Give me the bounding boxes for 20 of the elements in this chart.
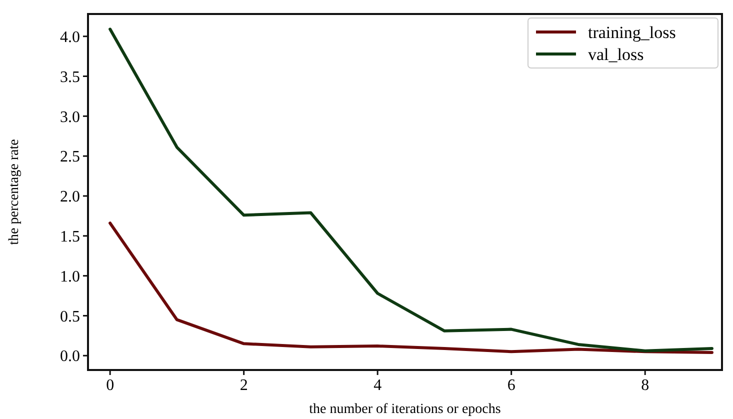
line-series — [108, 28, 714, 352]
x-tick-label: 2 — [240, 377, 248, 394]
y-tick-label: 0.0 — [60, 348, 80, 366]
x-tick-label: 8 — [641, 377, 650, 394]
y-tick-label: 1.5 — [60, 228, 80, 246]
y-tick-label: 0.5 — [60, 308, 80, 326]
x-tick-label: 4 — [374, 377, 382, 394]
x-axis-title: the number of iterations or epochs — [309, 402, 501, 417]
y-tick-label: 3.0 — [60, 108, 80, 126]
x-tick-label: 0 — [106, 377, 114, 394]
y-tick-label: 3.5 — [60, 68, 80, 86]
y-tick-label: 4.0 — [60, 28, 80, 46]
y-tick-label: 2.0 — [60, 188, 80, 206]
legend-label: val_loss — [588, 44, 644, 64]
line-series — [108, 222, 714, 354]
legend-label: training_loss — [588, 22, 676, 42]
y-tick-label: 1.0 — [60, 268, 80, 286]
y-axis-title: the percentage rate — [7, 139, 22, 245]
y-tick-label: 2.5 — [60, 148, 80, 166]
x-tick-label: 6 — [507, 377, 516, 394]
